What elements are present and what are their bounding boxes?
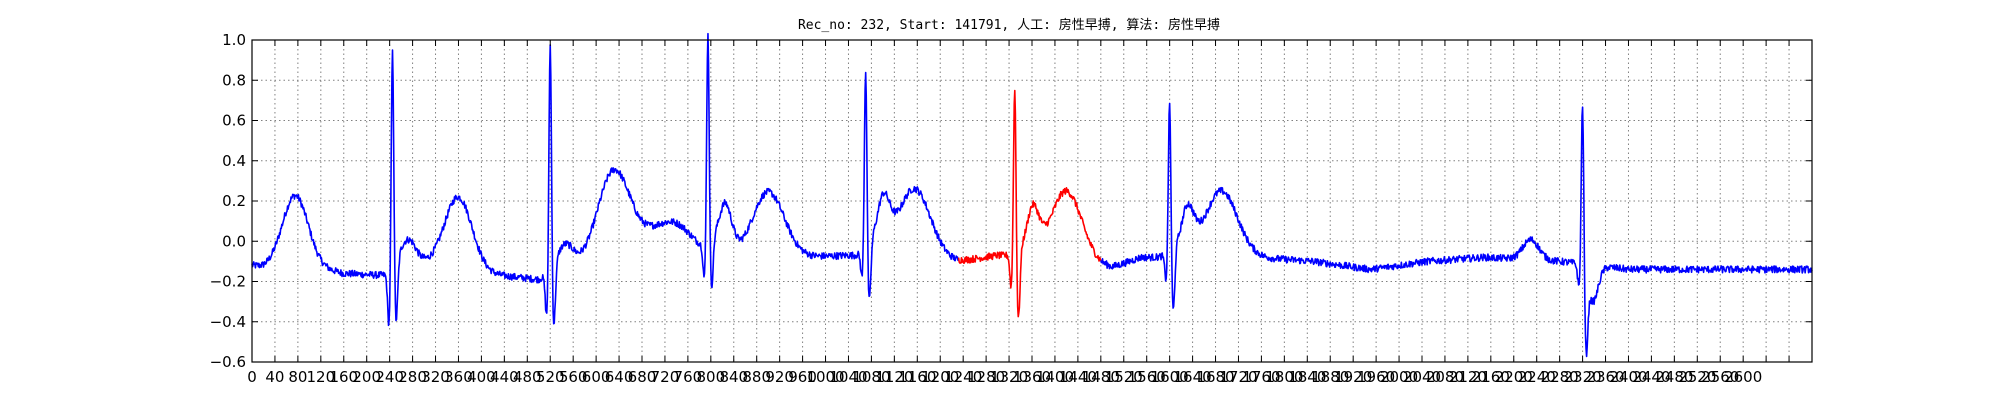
- y-tick-label: −0.6: [210, 353, 246, 371]
- x-tick-label: 1200: [921, 368, 959, 386]
- x-tick-label: 2240: [1518, 368, 1556, 386]
- x-tick-label: 1120: [875, 368, 913, 386]
- x-tick-label: 1600: [1151, 368, 1189, 386]
- x-tick-label: 2080: [1426, 368, 1464, 386]
- x-tick-label: 1840: [1288, 368, 1326, 386]
- x-tick-label: 1360: [1013, 368, 1051, 386]
- x-tick-label: 680: [628, 368, 657, 386]
- x-tick-label: 2320: [1563, 368, 1601, 386]
- x-tick-label: 2520: [1678, 368, 1716, 386]
- ecg-trace-highlighted-beat: [957, 89, 1102, 318]
- x-tick-label: 2280: [1541, 368, 1579, 386]
- x-tick-label: 1880: [1311, 368, 1349, 386]
- chart-title: Rec_no: 232, Start: 141791, 人工: 房性早搏, 算法…: [798, 17, 1220, 33]
- x-tick-label: 1720: [1219, 368, 1257, 386]
- x-tick-label: 2160: [1472, 368, 1510, 386]
- x-tick-label: 1680: [1196, 368, 1234, 386]
- x-tick-label: 640: [605, 368, 634, 386]
- x-tick-label: 240: [375, 368, 404, 386]
- x-tick-label: 600: [582, 368, 611, 386]
- x-tick-label: 480: [513, 368, 542, 386]
- ecg-signal: [251, 32, 1813, 358]
- y-tick-label: 0.8: [222, 71, 246, 89]
- x-tick-label: 40: [265, 368, 284, 386]
- x-tick-label: 2120: [1449, 368, 1487, 386]
- x-tick-label: 2480: [1655, 368, 1693, 386]
- x-tick-label: 2200: [1495, 368, 1533, 386]
- x-tick-label: 160: [329, 368, 358, 386]
- y-tick-label: −0.2: [210, 273, 246, 291]
- x-tick-label: 80: [288, 368, 307, 386]
- x-tick-label: 320: [421, 368, 450, 386]
- grid-lines: [251, 40, 1813, 362]
- x-tick-label: 2400: [1609, 368, 1647, 386]
- x-tick-label: 2000: [1380, 368, 1418, 386]
- x-axis: 0 40 80 12016020024028032036040044048052056…: [247, 40, 1813, 386]
- x-tick-label: 1640: [1173, 368, 1211, 386]
- x-tick-label: 800: [697, 368, 726, 386]
- x-tick-label: 1800: [1265, 368, 1303, 386]
- x-tick-label: 200: [352, 368, 381, 386]
- x-tick-label: 440: [490, 368, 519, 386]
- x-tick-label: 2360: [1586, 368, 1624, 386]
- x-tick-label: 1320: [990, 368, 1028, 386]
- x-tick-label: 1440: [1059, 368, 1097, 386]
- x-tick-label: 1960: [1357, 368, 1395, 386]
- x-tick-label: 360: [444, 368, 473, 386]
- x-tick-label: 1040: [829, 368, 867, 386]
- x-tick-label: 1080: [852, 368, 890, 386]
- x-tick-label: 1280: [967, 368, 1005, 386]
- x-tick-label: 120: [307, 368, 336, 386]
- ecg-trace-normal: [251, 32, 960, 327]
- x-tick-label: 840: [719, 368, 748, 386]
- y-tick-label: 0.0: [222, 232, 246, 250]
- x-tick-label: 1240: [944, 368, 982, 386]
- x-tick-label: 520: [536, 368, 565, 386]
- x-tick-label: 1480: [1082, 368, 1120, 386]
- x-tick-label: 280: [398, 368, 427, 386]
- x-tick-label: 880: [742, 368, 771, 386]
- y-tick-label: 1.0: [222, 31, 246, 49]
- x-tick-label: 2600: [1724, 368, 1762, 386]
- y-tick-label: 0.2: [222, 192, 246, 210]
- x-tick-label: 560: [559, 368, 588, 386]
- x-tick-label: 1520: [1105, 368, 1143, 386]
- x-tick-label: 920: [765, 368, 794, 386]
- x-tick-label: 1400: [1036, 368, 1074, 386]
- y-tick-label: 0.6: [222, 112, 246, 130]
- x-tick-label: 1160: [898, 368, 936, 386]
- x-tick-label: 0: [247, 368, 257, 386]
- x-tick-label: 400: [467, 368, 496, 386]
- x-tick-label: 2440: [1632, 368, 1670, 386]
- x-tick-label: 720: [651, 368, 680, 386]
- y-tick-label: 0.4: [222, 152, 246, 170]
- ecg-trace-normal: [1100, 102, 1813, 358]
- y-axis: −0.6 −0.4 −0.2 0.0 0.2 0.4 0.6 0.8 1.0: [210, 31, 1812, 371]
- x-tick-label: 760: [674, 368, 703, 386]
- x-tick-label: 1000: [806, 368, 844, 386]
- x-tick-label: 2560: [1701, 368, 1739, 386]
- y-tick-label: −0.4: [210, 313, 246, 331]
- x-tick-label: 960: [788, 368, 817, 386]
- x-tick-label: 1560: [1128, 368, 1166, 386]
- x-tick-label: 1920: [1334, 368, 1372, 386]
- x-tick-label: 2040: [1403, 368, 1441, 386]
- x-tick-label: 1760: [1242, 368, 1280, 386]
